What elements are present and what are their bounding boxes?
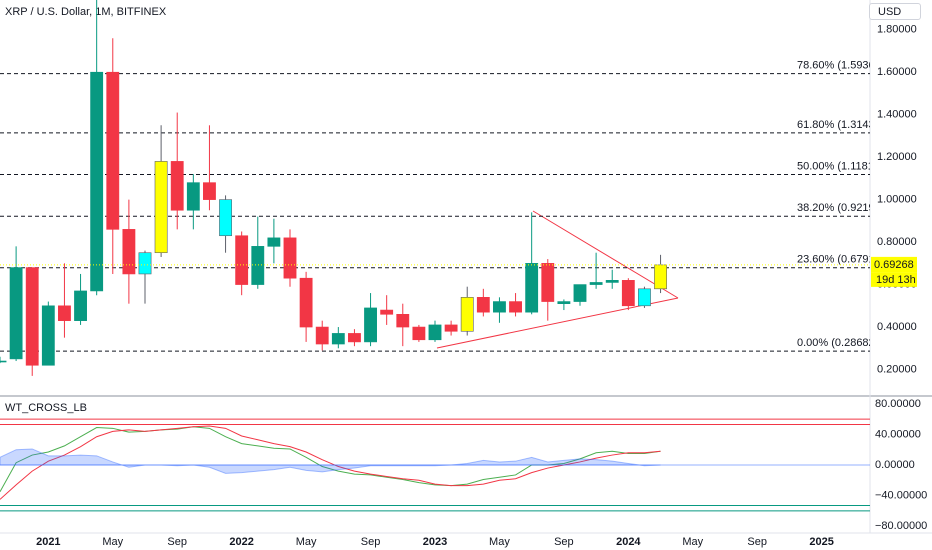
x-tick-label: 2021	[36, 536, 60, 548]
candle-body	[25, 267, 39, 366]
candle-body	[476, 297, 490, 313]
candle-body	[58, 305, 71, 321]
fib-label: 0.00% (0.28682)	[797, 337, 878, 349]
x-tick-label: 2022	[229, 536, 253, 548]
candle-body	[138, 252, 152, 275]
y-tick-label: 0.00000	[875, 459, 915, 471]
candle-body	[90, 71, 104, 292]
y-tick-label: 1.40000	[877, 109, 917, 121]
fib-label: 38.20% (0.9219	[797, 202, 875, 214]
x-tick-label: 2024	[616, 536, 641, 548]
candle-body	[412, 326, 426, 341]
candle-body	[654, 264, 667, 290]
currency-button[interactable]: USD	[869, 3, 921, 20]
wt-line	[0, 425, 661, 500]
indicator-title: WT_CROSS_LB	[5, 402, 87, 414]
x-tick-label: Sep	[167, 536, 187, 548]
candle-body	[186, 182, 200, 211]
y-tick-label: 1.80000	[877, 24, 917, 36]
candle-body	[0, 360, 7, 363]
candle-body	[638, 288, 651, 307]
trendlines	[436, 210, 679, 349]
candle-body	[444, 324, 458, 332]
y-tick-label: 0.40000	[877, 321, 917, 333]
y-tick-label: −80.00000	[875, 520, 927, 532]
candle-body	[557, 301, 571, 304]
candle-body	[348, 333, 361, 343]
countdown-label: 19d 13h	[876, 274, 916, 286]
candle-body	[460, 297, 474, 332]
candle-body	[364, 307, 377, 343]
candle-body	[170, 161, 184, 211]
candle-body	[573, 284, 587, 302]
x-tick-label: 2023	[423, 536, 447, 548]
fib-label: 78.60% (1.5936	[797, 59, 875, 71]
x-tick-label: Sep	[747, 536, 767, 548]
main-pane: 78.60% (1.5936 61.80% (1.3143 50.00% (1.11…	[0, 0, 878, 376]
candle-body	[9, 267, 23, 360]
candle-body	[235, 235, 249, 285]
x-tick-label: May	[489, 536, 510, 548]
candle-body	[41, 305, 55, 366]
candle-body	[428, 324, 442, 341]
candle-body	[380, 309, 394, 315]
price-label-bg	[871, 256, 917, 273]
candle-body	[219, 199, 232, 237]
candle-body	[331, 333, 345, 345]
x-tick-label: Sep	[361, 536, 381, 548]
y-tick-label: 80.00000	[875, 398, 921, 410]
countdown-bg	[871, 272, 917, 287]
fib-label: 50.00% (1.1181	[797, 160, 874, 172]
y-tick-label: 1.60000	[877, 66, 917, 78]
y-tick-label: 0.20000	[877, 363, 917, 375]
candle-body	[525, 263, 539, 313]
trendline	[532, 210, 679, 299]
fib-label: 23.60% (0.6791	[797, 254, 875, 266]
trendline	[436, 297, 679, 349]
candle-body	[396, 314, 410, 328]
candle-body	[106, 71, 120, 230]
x-tick-label: 2025	[809, 536, 833, 548]
candle-body	[203, 182, 216, 200]
candle-body	[509, 301, 522, 313]
x-tick-label: May	[682, 536, 703, 548]
candle-body	[74, 290, 87, 321]
candle-body	[621, 280, 635, 307]
x-tick-label: Sep	[554, 536, 574, 548]
y-tick-label: 1.00000	[877, 194, 917, 206]
y-tick-label: −40.00000	[875, 489, 927, 501]
candle-body	[589, 282, 603, 285]
candle-body	[605, 280, 619, 283]
indicator-pane	[0, 418, 870, 512]
candle-body	[267, 237, 281, 247]
y-tick-label: 40.00000	[875, 428, 921, 440]
last-price-label: 0.69268	[874, 259, 914, 271]
chart-title: XRP / U.S. Dollar, 1M, BITFINEX	[5, 6, 167, 18]
x-tick-label: May	[296, 536, 317, 548]
x-tick-label: May	[102, 536, 123, 548]
candle-body	[299, 277, 313, 328]
histogram-area	[0, 448, 661, 474]
y-tick-label: 1.20000	[877, 151, 917, 163]
y-tick-label: 0.80000	[877, 236, 917, 248]
candle-body	[251, 246, 265, 285]
candle-body	[493, 301, 506, 313]
candle-body	[315, 326, 329, 345]
candle-body	[283, 237, 297, 279]
fib-label: 61.80% (1.3143	[797, 119, 875, 131]
candle-body	[154, 161, 168, 254]
candle-body	[122, 229, 136, 275]
candle-body	[541, 263, 555, 302]
